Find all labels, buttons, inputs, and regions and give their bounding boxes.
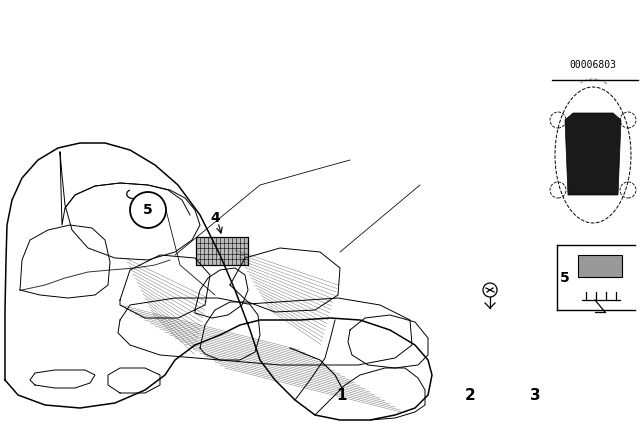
Text: 2: 2 (465, 388, 476, 402)
Bar (578, 255, 622, 277)
Text: 5: 5 (560, 271, 570, 285)
Polygon shape (565, 113, 621, 195)
Text: 3: 3 (530, 388, 540, 402)
Circle shape (130, 192, 166, 228)
Text: 00006803: 00006803 (570, 60, 616, 70)
Text: 5: 5 (143, 203, 153, 217)
Text: 4: 4 (210, 211, 220, 225)
Text: 1: 1 (337, 388, 348, 402)
Bar (196, 237, 248, 265)
